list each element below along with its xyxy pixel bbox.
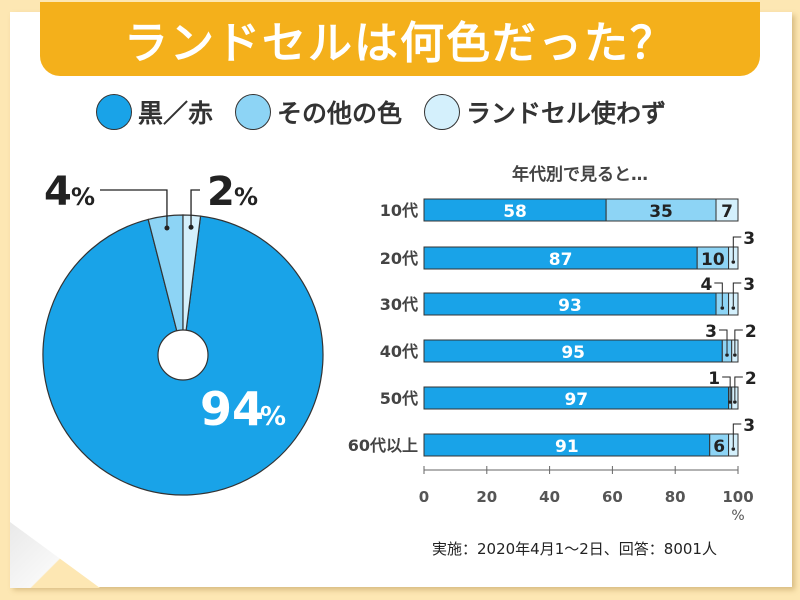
pie-label-unit: % [71,183,95,211]
leader-line [722,376,731,400]
leader-dot [728,400,732,404]
x-tick-label: 0 [419,488,429,506]
category-label: 40代 [380,342,418,361]
leader-dot [731,260,736,264]
legend-label: その他の色 [277,99,403,128]
pie-hole [157,329,209,381]
category-label: 20代 [380,249,418,268]
pie-label-no-randoseru: 2 [207,169,235,215]
x-tick-label: 20 [476,488,497,506]
leader-line [732,236,742,260]
category-label: 60代以上 [348,436,418,455]
x-tick-label: 80 [665,488,686,506]
leader-line [714,282,723,306]
bar-value-label: 3 [743,229,755,249]
bar-value-label: 97 [564,390,588,410]
bar-value-label: 2 [745,369,757,389]
bar-value-label: 87 [549,250,573,270]
x-tick-label: 40 [539,488,560,506]
survey-footnote: 実施：2020年4月1～2日、回答：8001人 [432,540,717,558]
bar-value-label: 10 [701,250,725,270]
legend-label: 黒／赤 [138,99,214,128]
legend-swatch-black-red [96,94,132,130]
bar-value-label: 2 [745,322,757,342]
bar-value-label: 3 [705,322,717,342]
leader-dot [725,353,729,357]
bar-chart-title: 年代別で見ると… [512,164,648,185]
leader-dot [733,353,737,357]
bar-value-label: 3 [743,275,755,295]
bar-value-label: 93 [558,296,582,316]
leader-dot [733,400,737,404]
bar-value-label: 3 [743,416,755,436]
bar-value-label: 91 [555,437,579,457]
pie-label-black-red: 94 [200,382,264,436]
x-tick-label: 100 [722,488,753,506]
pie-label-unit: % [260,402,286,432]
bar-value-label: 95 [561,343,585,363]
bar-value-label: 58 [503,202,527,222]
title-band: ランドセルは何色だった？ [40,2,760,76]
legend-label: ランドセル使わず [466,99,667,128]
leader-line [732,282,742,306]
leader-dot [720,306,725,310]
category-label: 50代 [380,389,418,408]
legend-item-black-red: 黒／赤 [96,94,213,130]
legend-swatch-no-randoseru [424,94,461,130]
category-label: 30代 [380,295,418,314]
legend-swatch-other [235,94,272,130]
x-axis-unit: % [731,508,744,524]
bar-value-label: 6 [713,437,725,457]
leader-dot [731,447,736,451]
pie-label-other: 4 [44,169,72,215]
leader-dot [731,306,736,310]
x-tick-label: 60 [602,488,623,506]
bar-value-label: 7 [721,202,733,222]
leader-line [732,423,742,447]
bar-value-label: 1 [708,369,720,389]
bar-value-label: 35 [649,202,673,222]
page-title: ランドセルは何色だった？ [124,18,676,69]
legend: 黒／赤 その他の色 ランドセル使わず [96,92,688,132]
leader-line [734,376,743,400]
leader-line [734,329,743,353]
legend-item-other: その他の色 [235,94,402,130]
leader-line [100,189,168,229]
leader-line [190,189,200,228]
leader-line [719,329,728,353]
pie-slice-no-randoseru [182,214,202,356]
bar-segment-no-randoseru [715,198,739,222]
category-label: 10代 [380,201,418,220]
legend-item-no-randoseru: ランドセル使わず [424,94,666,130]
pie-label-unit: % [234,183,258,211]
bar-value-label: 4 [700,275,712,295]
